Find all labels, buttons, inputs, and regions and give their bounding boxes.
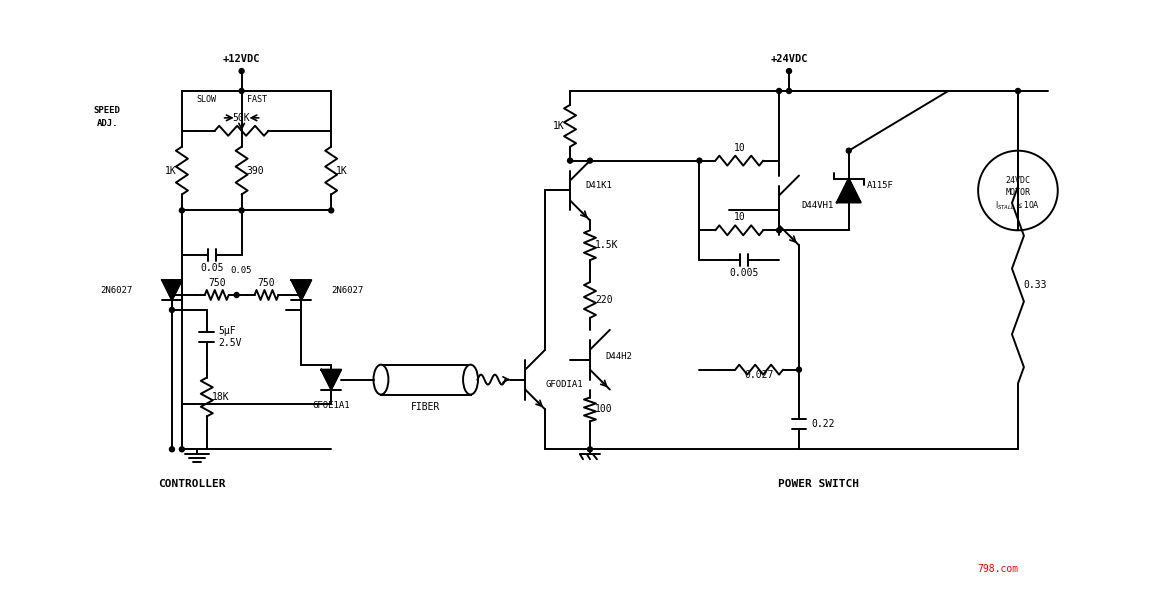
Text: 0.05: 0.05 — [230, 266, 253, 274]
Text: 24VDC: 24VDC — [1006, 176, 1030, 185]
Circle shape — [239, 208, 244, 213]
Text: 0.33: 0.33 — [1023, 280, 1046, 290]
Text: +12VDC: +12VDC — [222, 54, 261, 64]
Text: 0.005: 0.005 — [730, 268, 759, 278]
Circle shape — [588, 447, 592, 452]
Text: 2N6027: 2N6027 — [332, 286, 363, 294]
Text: 0.22: 0.22 — [811, 419, 835, 430]
Polygon shape — [321, 370, 341, 389]
Text: POWER SWITCH: POWER SWITCH — [779, 479, 859, 489]
Text: I$_{STALL}$$\leq$10A: I$_{STALL}$$\leq$10A — [995, 199, 1041, 212]
Polygon shape — [837, 179, 860, 202]
Circle shape — [170, 293, 175, 297]
Circle shape — [234, 293, 239, 297]
Text: 2N6027: 2N6027 — [100, 286, 133, 294]
Text: 1.5K: 1.5K — [595, 240, 618, 250]
Text: 0.027: 0.027 — [745, 369, 774, 379]
Text: 1K: 1K — [165, 166, 177, 176]
Text: 750: 750 — [257, 278, 276, 288]
Circle shape — [787, 68, 792, 74]
Circle shape — [170, 307, 175, 313]
Circle shape — [978, 150, 1058, 230]
Circle shape — [787, 88, 792, 93]
Text: 100: 100 — [595, 405, 612, 414]
Text: 10: 10 — [733, 143, 745, 153]
Text: D41K1: D41K1 — [585, 181, 612, 190]
Circle shape — [697, 158, 702, 163]
Bar — [381, 365, 470, 395]
Text: SPEED: SPEED — [94, 106, 121, 116]
Text: 390: 390 — [247, 166, 264, 176]
Circle shape — [568, 158, 573, 163]
Text: 1K: 1K — [553, 121, 565, 131]
Text: SLOW: SLOW — [197, 95, 217, 104]
Circle shape — [328, 208, 334, 213]
Text: GFODIA1: GFODIA1 — [545, 380, 583, 389]
Polygon shape — [162, 280, 182, 300]
Circle shape — [846, 148, 851, 153]
Text: FIBER: FIBER — [411, 402, 440, 412]
Text: 5μF
2.5V: 5μF 2.5V — [219, 326, 242, 348]
Text: 220: 220 — [595, 295, 612, 305]
Text: FAST: FAST — [247, 95, 267, 104]
Ellipse shape — [374, 365, 389, 395]
Text: 10: 10 — [733, 212, 745, 222]
Polygon shape — [291, 280, 311, 300]
Text: 1K: 1K — [336, 166, 348, 176]
Circle shape — [796, 367, 802, 372]
Text: 50K: 50K — [233, 113, 250, 123]
Text: MOTOR: MOTOR — [1006, 188, 1030, 197]
Circle shape — [776, 228, 781, 233]
Text: 798.com: 798.com — [978, 563, 1018, 573]
Circle shape — [588, 158, 592, 163]
Circle shape — [239, 88, 244, 93]
Circle shape — [170, 447, 175, 452]
Circle shape — [179, 447, 184, 452]
Text: 18K: 18K — [212, 392, 229, 402]
Text: A115F: A115F — [867, 181, 894, 190]
Text: GFOE1A1: GFOE1A1 — [312, 402, 350, 411]
Text: ADJ.: ADJ. — [97, 119, 118, 128]
Circle shape — [776, 88, 781, 93]
Text: +24VDC: +24VDC — [771, 54, 808, 64]
Circle shape — [239, 68, 244, 74]
Ellipse shape — [463, 365, 478, 395]
Text: D44H2: D44H2 — [605, 352, 632, 361]
Circle shape — [179, 208, 184, 213]
Text: D44VH1: D44VH1 — [801, 201, 833, 210]
Text: CONTROLLER: CONTROLLER — [158, 479, 226, 489]
Text: 0.05: 0.05 — [200, 263, 223, 273]
Text: 750: 750 — [208, 278, 226, 288]
Circle shape — [1015, 88, 1021, 93]
